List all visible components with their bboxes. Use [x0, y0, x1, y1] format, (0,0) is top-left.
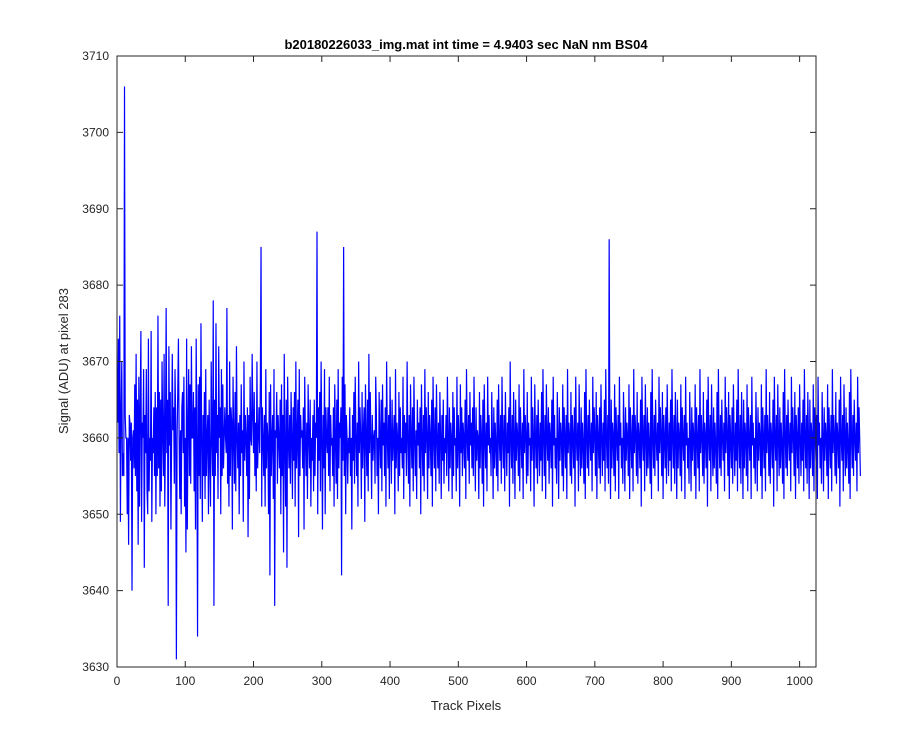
chart-title: b20180226033_img.mat int time = 4.9403 s… [284, 37, 648, 52]
y-tick-label: 3650 [82, 507, 109, 521]
y-tick-label: 3660 [82, 431, 109, 445]
x-tick-label: 700 [585, 674, 605, 688]
ticks-layer: 0 100 200 300 400 500 600 700 800 900 1000 3630 3640… [82, 49, 816, 688]
plot-area [117, 56, 816, 667]
x-tick-label: 400 [380, 674, 400, 688]
y-tick-label: 3710 [82, 49, 109, 63]
y-tick-label: 3630 [82, 660, 109, 674]
x-tick-label: 900 [721, 674, 741, 688]
x-tick-label: 300 [312, 674, 332, 688]
y-axis-label: Signal (ADU) at pixel 283 [56, 288, 71, 434]
x-axis-label: Track Pixels [431, 698, 502, 713]
x-tick-label: 500 [448, 674, 468, 688]
x-tick-label: 1000 [786, 674, 813, 688]
plot-frame [116, 55, 817, 668]
series-line-0 [117, 86, 861, 660]
x-tick-label: 200 [244, 674, 264, 688]
x-tick-label: 600 [517, 674, 537, 688]
series-layer [117, 86, 861, 660]
y-tick-label: 3670 [82, 355, 109, 369]
y-tick-label: 3680 [82, 278, 109, 292]
x-tick-label: 100 [175, 674, 195, 688]
x-tick-label: 800 [653, 674, 673, 688]
x-tick-label: 0 [114, 674, 121, 688]
y-tick-label: 3700 [82, 125, 109, 139]
y-tick-label: 3640 [82, 584, 109, 598]
y-tick-label: 3690 [82, 202, 109, 216]
